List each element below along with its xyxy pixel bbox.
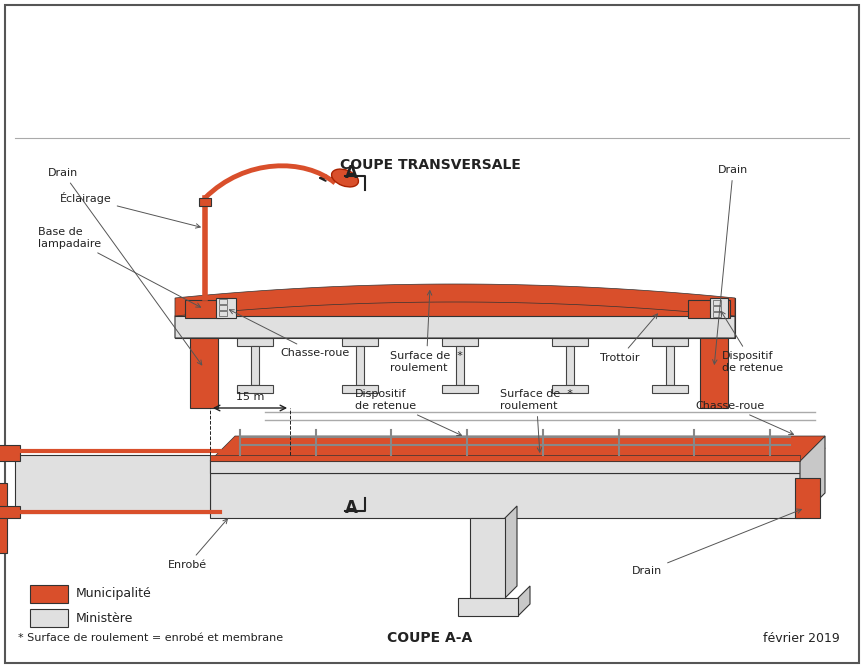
Bar [175,298,735,316]
Bar [175,316,735,338]
Text: Chasse-roue: Chasse-roue [695,401,793,435]
Bar [342,385,378,393]
Polygon shape [210,448,825,473]
Text: A: A [345,164,358,182]
Polygon shape [800,436,825,518]
Bar [552,338,588,346]
Bar [0,445,20,461]
Bar [442,385,478,393]
Bar [552,385,588,393]
Polygon shape [210,461,800,473]
Bar [237,385,273,393]
Bar [700,338,728,408]
Bar [713,300,721,305]
Bar [713,312,721,317]
Text: Drain: Drain [713,165,748,364]
Bar [566,346,574,385]
Bar [0,506,20,518]
Bar [30,609,68,627]
Text: Drain: Drain [48,168,201,365]
Ellipse shape [332,169,359,187]
Bar [216,298,236,318]
Polygon shape [210,436,825,461]
Bar [652,385,688,393]
Text: Drain: Drain [632,509,802,576]
Bar [456,346,464,385]
Text: Enrobé: Enrobé [168,519,227,570]
Bar [251,346,259,385]
Bar [342,338,378,346]
Text: Ministère: Ministère [76,611,133,625]
Bar [442,338,478,346]
Bar [199,198,211,206]
Polygon shape [175,284,735,316]
FancyBboxPatch shape [5,5,859,663]
Bar [0,483,7,553]
Text: Surface de  *
roulement: Surface de * roulement [500,389,573,452]
Bar [30,585,68,603]
Text: Municipalité: Municipalité [76,587,152,601]
Bar [237,338,273,346]
Text: Dispositif
de retenue: Dispositif de retenue [721,311,783,373]
Polygon shape [210,455,800,461]
Text: Trottoir: Trottoir [600,314,658,363]
Bar [219,299,227,304]
Text: Surface de  *
roulement: Surface de * roulement [390,291,463,373]
Polygon shape [175,302,735,338]
Bar [795,478,820,518]
Polygon shape [505,506,517,598]
Bar [458,598,518,616]
Bar [710,298,728,318]
Text: * Surface de roulement = enrobé et membrane: * Surface de roulement = enrobé et membr… [18,633,283,643]
Polygon shape [518,586,530,616]
Text: A: A [345,499,358,517]
Text: Dispositif
de retenue: Dispositif de retenue [355,389,461,436]
Bar [219,305,227,310]
Bar [185,300,223,318]
Text: Éclairage: Éclairage [60,192,200,228]
Bar [356,346,364,385]
Text: 15 m: 15 m [236,392,264,402]
Text: COUPE TRANSVERSALE: COUPE TRANSVERSALE [340,158,520,172]
Bar [652,338,688,346]
Bar [666,346,674,385]
Bar [219,311,227,316]
Polygon shape [210,473,800,518]
Text: Chasse-roue: Chasse-roue [230,310,349,358]
Polygon shape [15,455,210,513]
Polygon shape [470,518,505,598]
Bar [713,306,721,311]
Text: COUPE A-A: COUPE A-A [387,631,473,645]
Bar [688,300,730,318]
Bar [190,338,218,408]
Text: février 2019: février 2019 [763,631,840,645]
Text: Base de
lampadaire: Base de lampadaire [38,227,200,307]
